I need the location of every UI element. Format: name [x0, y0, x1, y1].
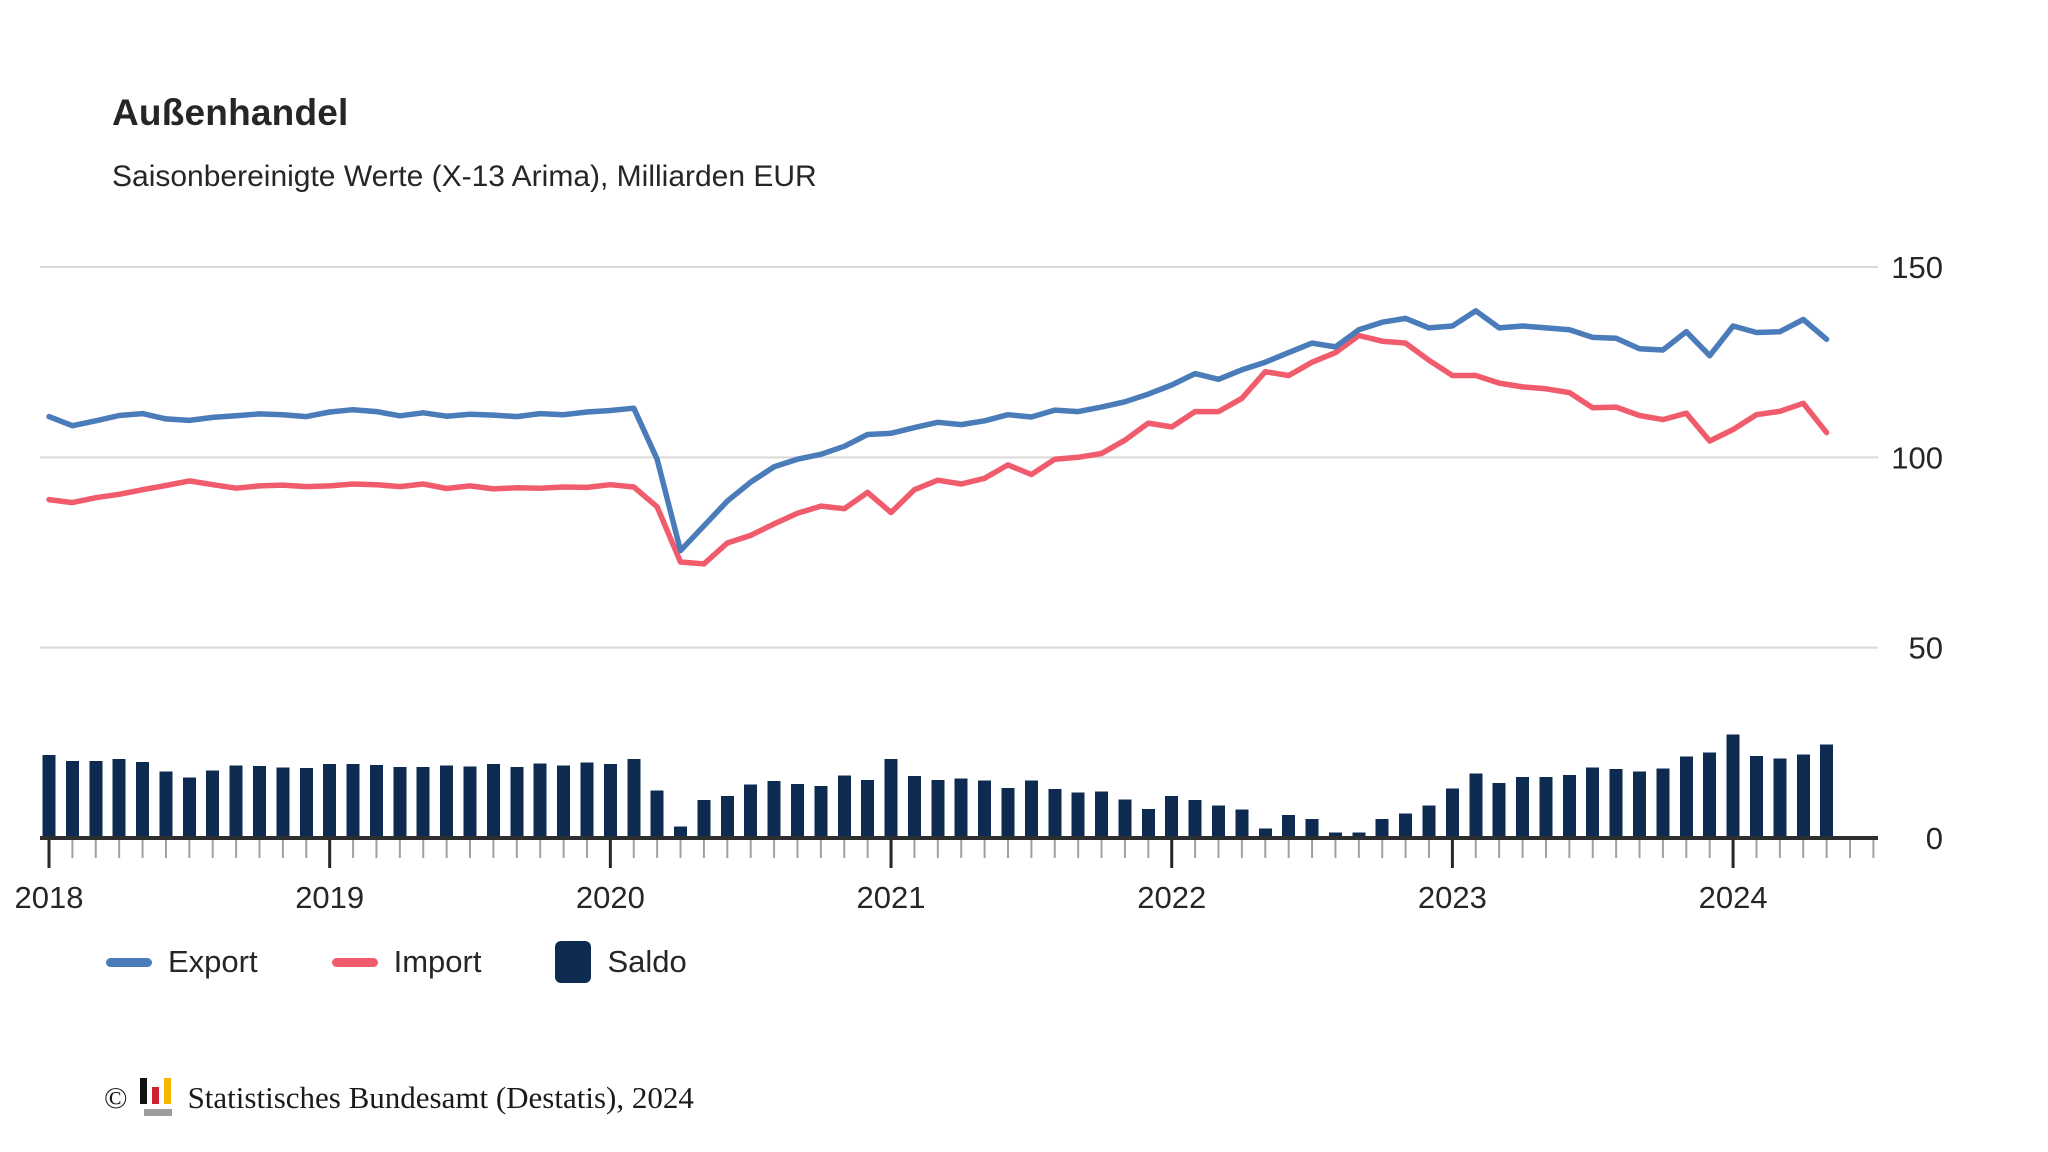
- legend-item-export: Export: [106, 944, 258, 980]
- legend-label-export: Export: [168, 944, 258, 979]
- legend-label-saldo: Saldo: [607, 944, 687, 979]
- x-axis-year-labels: 2018 2019 2020 2021 2022 2023 2024: [15, 880, 1768, 915]
- svg-text:100: 100: [1891, 440, 1943, 475]
- chart-legend: Export Import Saldo: [106, 936, 687, 988]
- source-text: Statistisches Bundesamt (Destatis), 2024: [187, 1080, 694, 1115]
- export-line: [46, 308, 1830, 554]
- source-footer: © Statistisches Bundesamt (Destatis), 20…: [104, 1078, 694, 1118]
- svg-text:150: 150: [1891, 250, 1943, 285]
- legend-item-import: Import: [331, 944, 482, 980]
- copyright-symbol: ©: [104, 1080, 128, 1115]
- import-line-swatch-icon: [331, 957, 378, 967]
- legend-item-saldo: Saldo: [555, 941, 687, 983]
- import-line: [46, 332, 1830, 567]
- svg-text:2023: 2023: [1418, 880, 1487, 915]
- svg-text:0: 0: [1926, 821, 1943, 856]
- saldo-bar-swatch-icon: [555, 941, 592, 983]
- y-axis-labels: 0 50 100 150: [1891, 250, 1943, 856]
- chart-title: Außenhandel: [112, 92, 349, 133]
- x-axis-ticks: [47, 840, 1875, 868]
- svg-text:2021: 2021: [857, 880, 926, 915]
- svg-text:2024: 2024: [1699, 880, 1768, 915]
- saldo-bars: [42, 734, 1834, 838]
- svg-text:50: 50: [1909, 631, 1943, 666]
- svg-text:2020: 2020: [576, 880, 645, 915]
- destatis-logo-icon: [139, 1078, 172, 1116]
- chart-subtitle: Saisonbereinigte Werte (X-13 Arima), Mil…: [112, 160, 817, 193]
- legend-label-import: Import: [393, 944, 482, 979]
- svg-text:2019: 2019: [295, 880, 364, 915]
- svg-text:2018: 2018: [15, 880, 84, 915]
- y-gridlines: [40, 265, 1878, 649]
- export-line-swatch-icon: [106, 957, 152, 967]
- svg-text:2022: 2022: [1137, 880, 1206, 915]
